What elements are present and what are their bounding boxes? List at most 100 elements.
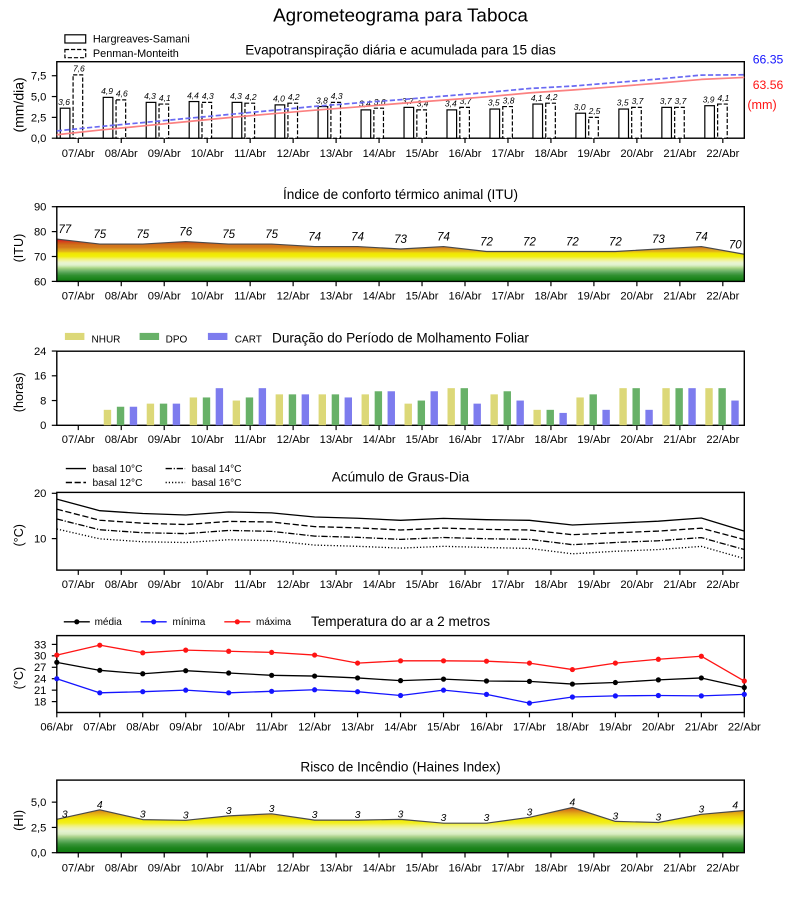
svg-text:09/Abr: 09/Abr bbox=[148, 434, 181, 446]
svg-text:15/Abr: 15/Abr bbox=[406, 434, 439, 446]
svg-text:Penman-Monteith: Penman-Monteith bbox=[93, 48, 179, 60]
svg-text:13/Abr: 13/Abr bbox=[341, 722, 374, 734]
svg-text:08/Abr: 08/Abr bbox=[105, 291, 138, 303]
svg-text:4: 4 bbox=[732, 801, 738, 812]
svg-text:10/Abr: 10/Abr bbox=[191, 862, 224, 874]
svg-text:3: 3 bbox=[62, 809, 68, 820]
svg-text:3: 3 bbox=[613, 811, 619, 822]
svg-text:72: 72 bbox=[566, 237, 579, 249]
svg-text:basal 14°C: basal 14°C bbox=[192, 464, 242, 475]
svg-text:0: 0 bbox=[40, 420, 46, 432]
svg-text:3: 3 bbox=[484, 813, 490, 824]
svg-text:17/Abr: 17/Abr bbox=[491, 291, 524, 303]
svg-text:20/Abr: 20/Abr bbox=[620, 862, 653, 874]
svg-text:18: 18 bbox=[34, 697, 46, 709]
svg-text:4: 4 bbox=[570, 798, 576, 809]
svg-text:DPO: DPO bbox=[166, 334, 188, 345]
svg-text:22/Abr: 22/Abr bbox=[706, 434, 739, 446]
svg-text:07/Abr: 07/Abr bbox=[62, 148, 95, 160]
svg-text:13/Abr: 13/Abr bbox=[320, 579, 353, 591]
svg-text:22/Abr: 22/Abr bbox=[706, 579, 739, 591]
svg-text:3,5: 3,5 bbox=[617, 98, 629, 108]
svg-text:3,7: 3,7 bbox=[675, 96, 687, 106]
svg-text:75: 75 bbox=[136, 229, 149, 241]
svg-text:3,9: 3,9 bbox=[703, 94, 715, 104]
svg-text:3,4: 3,4 bbox=[359, 99, 371, 109]
svg-text:3: 3 bbox=[355, 810, 361, 821]
svg-text:Acúmulo de Graus-Dia: Acúmulo de Graus-Dia bbox=[332, 470, 470, 485]
svg-text:4,1: 4,1 bbox=[531, 93, 543, 103]
svg-text:63.56: 63.56 bbox=[753, 78, 784, 92]
svg-text:20/Abr: 20/Abr bbox=[620, 579, 653, 591]
svg-text:20/Abr: 20/Abr bbox=[642, 722, 675, 734]
svg-text:07/Abr: 07/Abr bbox=[62, 862, 95, 874]
svg-text:4,6: 4,6 bbox=[116, 89, 128, 99]
svg-text:5,0: 5,0 bbox=[31, 797, 47, 809]
svg-text:06/Abr: 06/Abr bbox=[40, 722, 73, 734]
svg-text:3,7: 3,7 bbox=[660, 96, 672, 106]
svg-text:13/Abr: 13/Abr bbox=[320, 291, 353, 303]
svg-text:10/Abr: 10/Abr bbox=[212, 722, 245, 734]
svg-text:90: 90 bbox=[34, 202, 46, 214]
svg-text:3,4: 3,4 bbox=[417, 99, 429, 109]
svg-text:11/Abr: 11/Abr bbox=[256, 722, 288, 734]
svg-text:07/Abr: 07/Abr bbox=[62, 579, 95, 591]
svg-text:18/Abr: 18/Abr bbox=[534, 291, 567, 303]
svg-text:73: 73 bbox=[652, 234, 665, 246]
svg-text:3: 3 bbox=[312, 810, 318, 821]
svg-text:27: 27 bbox=[34, 662, 46, 674]
svg-text:08/Abr: 08/Abr bbox=[105, 579, 138, 591]
svg-text:8: 8 bbox=[40, 395, 46, 407]
svg-text:NHUR: NHUR bbox=[92, 334, 121, 345]
svg-text:basal 12°C: basal 12°C bbox=[93, 478, 143, 489]
svg-text:18/Abr: 18/Abr bbox=[556, 722, 589, 734]
svg-text:20/Abr: 20/Abr bbox=[620, 434, 653, 446]
svg-text:2,5: 2,5 bbox=[31, 112, 47, 124]
svg-text:76: 76 bbox=[179, 227, 192, 239]
svg-text:3,7: 3,7 bbox=[632, 96, 644, 106]
svg-text:73: 73 bbox=[394, 234, 407, 246]
svg-text:72: 72 bbox=[609, 237, 622, 249]
svg-text:20/Abr: 20/Abr bbox=[620, 148, 653, 160]
svg-text:mínima: mínima bbox=[173, 617, 206, 628]
svg-text:74: 74 bbox=[308, 232, 321, 244]
svg-text:(mm/dia): (mm/dia) bbox=[11, 77, 27, 132]
svg-text:30: 30 bbox=[34, 651, 46, 663]
svg-text:14/Abr: 14/Abr bbox=[384, 722, 417, 734]
svg-text:13/Abr: 13/Abr bbox=[320, 862, 353, 874]
svg-text:16/Abr: 16/Abr bbox=[449, 579, 482, 591]
svg-text:14/Abr: 14/Abr bbox=[363, 148, 396, 160]
svg-text:12/Abr: 12/Abr bbox=[298, 722, 331, 734]
svg-text:(°C): (°C) bbox=[12, 524, 26, 547]
svg-text:4,1: 4,1 bbox=[159, 93, 171, 103]
svg-text:basal 16°C: basal 16°C bbox=[192, 478, 242, 489]
svg-text:3,8: 3,8 bbox=[316, 95, 328, 105]
svg-text:21/Abr: 21/Abr bbox=[663, 579, 696, 591]
svg-text:13/Abr: 13/Abr bbox=[320, 148, 353, 160]
svg-text:10/Abr: 10/Abr bbox=[191, 148, 224, 160]
svg-text:Hargreaves-Samani: Hargreaves-Samani bbox=[93, 33, 190, 45]
svg-text:22/Abr: 22/Abr bbox=[706, 291, 739, 303]
svg-text:22/Abr: 22/Abr bbox=[706, 862, 739, 874]
svg-text:18/Abr: 18/Abr bbox=[534, 579, 567, 591]
svg-text:10: 10 bbox=[34, 534, 46, 546]
svg-text:média: média bbox=[95, 617, 123, 628]
svg-text:(mm): (mm) bbox=[747, 98, 776, 112]
svg-text:(HI): (HI) bbox=[12, 810, 26, 831]
svg-text:19/Abr: 19/Abr bbox=[577, 148, 610, 160]
svg-text:4,2: 4,2 bbox=[245, 92, 257, 102]
svg-text:11/Abr: 11/Abr bbox=[234, 862, 266, 874]
svg-text:17/Abr: 17/Abr bbox=[491, 579, 524, 591]
svg-text:12/Abr: 12/Abr bbox=[277, 862, 310, 874]
svg-text:74: 74 bbox=[695, 232, 708, 244]
svg-text:16/Abr: 16/Abr bbox=[449, 862, 482, 874]
svg-text:10/Abr: 10/Abr bbox=[191, 579, 224, 591]
svg-text:18/Abr: 18/Abr bbox=[534, 148, 567, 160]
svg-text:12/Abr: 12/Abr bbox=[277, 579, 310, 591]
svg-text:3,4: 3,4 bbox=[445, 99, 457, 109]
svg-text:7,6: 7,6 bbox=[73, 64, 85, 74]
svg-text:3: 3 bbox=[140, 810, 146, 821]
svg-text:18/Abr: 18/Abr bbox=[534, 434, 567, 446]
svg-text:(°C): (°C) bbox=[12, 667, 26, 690]
svg-text:14/Abr: 14/Abr bbox=[363, 862, 396, 874]
